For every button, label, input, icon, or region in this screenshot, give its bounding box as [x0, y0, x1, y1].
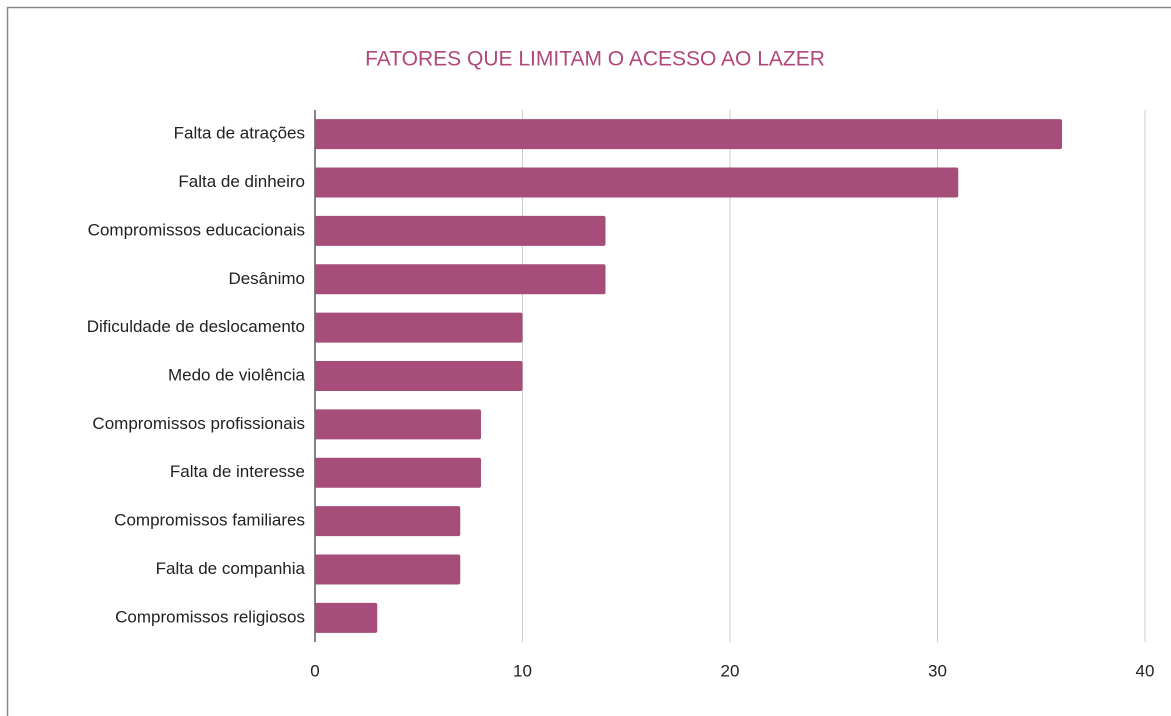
y-tick-label: Desânimo — [228, 269, 305, 288]
bar — [315, 167, 959, 198]
bar — [315, 506, 461, 537]
x-tick-label: 40 — [1136, 661, 1155, 680]
frame — [6, 6, 1171, 716]
y-tick-label: Falta de companhia — [156, 559, 306, 578]
chart-title: FATORES QUE LIMITAM O ACESSO AO LAZER — [365, 48, 825, 71]
y-tick-label: Falta de dinheiro — [178, 172, 305, 191]
bar — [315, 361, 523, 391]
bar — [315, 312, 523, 343]
x-tick-label: 0 — [310, 661, 319, 680]
bar — [315, 554, 461, 585]
y-tick-label: Compromissos religiosos — [115, 607, 305, 626]
x-tick-label: 10 — [513, 661, 532, 680]
y-tick-label: Compromissos profissionais — [92, 414, 305, 433]
y-tick-label: Falta de interesse — [170, 462, 305, 481]
y-tick-label: Falta de atrações — [174, 124, 305, 143]
bar — [315, 264, 606, 295]
y-tick-label: Medo de violência — [168, 365, 306, 384]
x-tick-label: 30 — [928, 661, 947, 680]
bar — [315, 457, 481, 488]
y-tick-label: Dificuldade de deslocamento — [87, 317, 305, 336]
bar — [315, 119, 1062, 150]
bar — [315, 409, 481, 440]
bar — [315, 215, 606, 246]
y-tick-label: Compromissos familiares — [114, 511, 305, 530]
x-tick-label: 20 — [721, 661, 740, 680]
y-tick-label: Compromissos educacionais — [88, 220, 305, 239]
bar — [315, 602, 378, 633]
